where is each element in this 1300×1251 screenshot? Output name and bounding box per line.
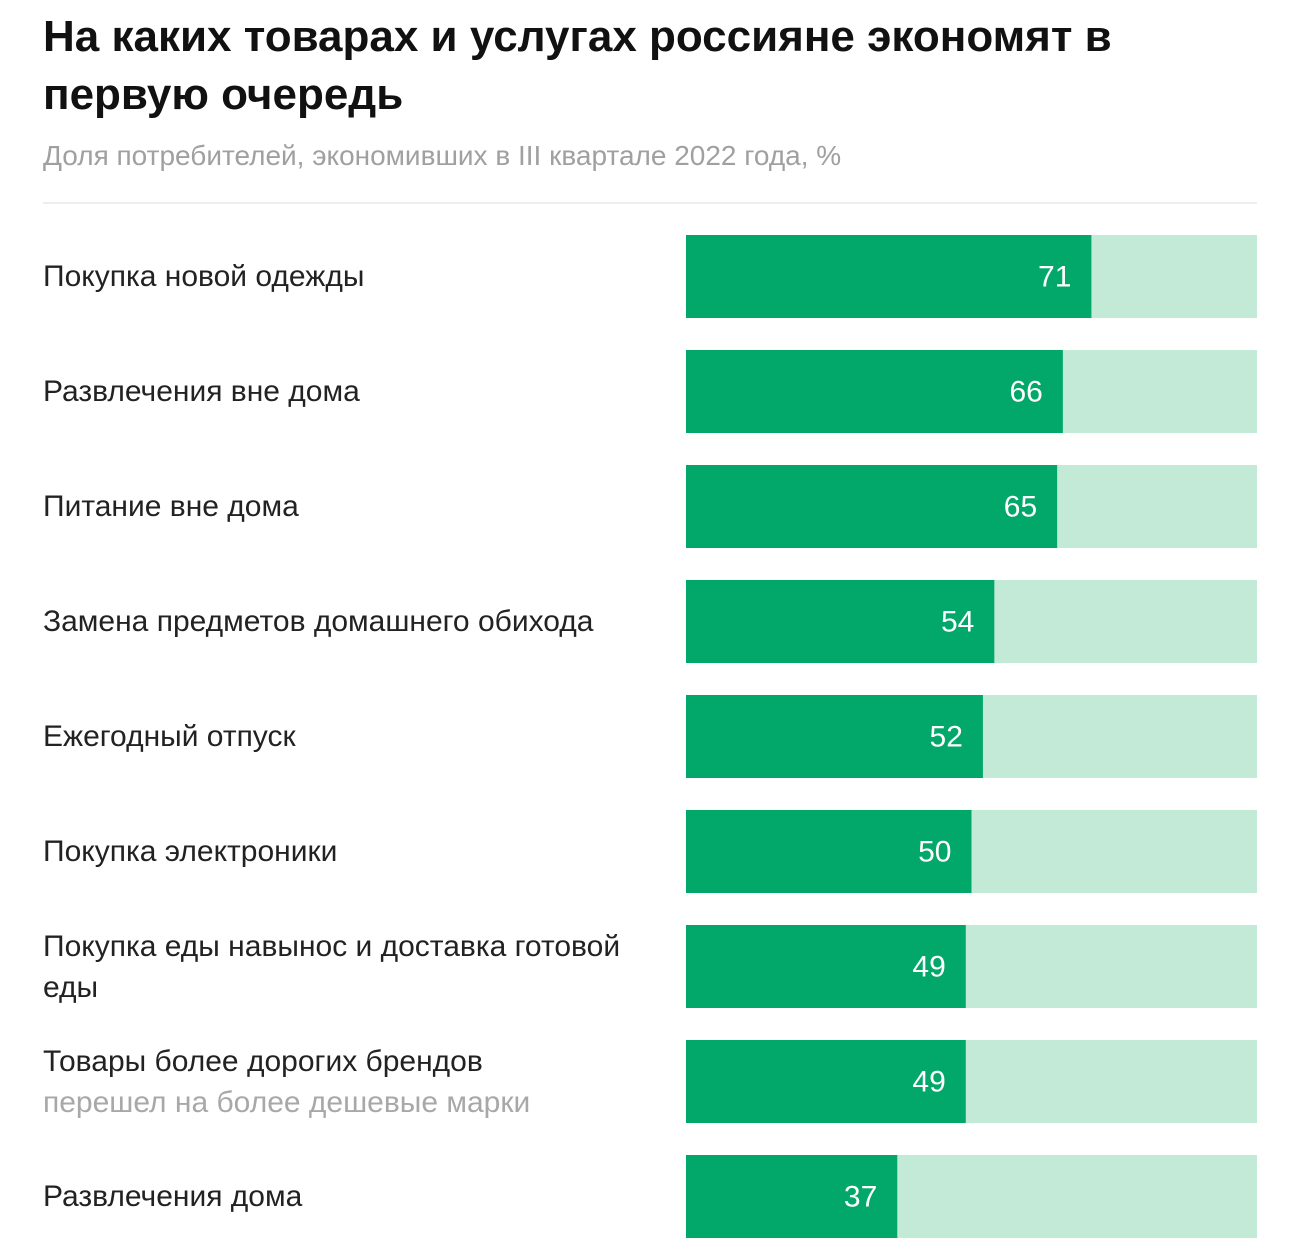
- category-label: Ежегодный отпуск: [43, 695, 623, 778]
- category-label: Товары более дорогих брендов перешел на б…: [43, 1040, 623, 1123]
- category-label: Покупка еды навынос и доставка готовой е…: [43, 925, 623, 1008]
- bar: [686, 580, 995, 663]
- bar: [686, 1040, 966, 1123]
- category-label: Развлечения дома: [43, 1155, 623, 1238]
- value-label: 65: [1004, 490, 1037, 523]
- category-name: Покупка электроники: [43, 835, 338, 868]
- category-name: Развлечения вне дома: [43, 375, 360, 408]
- category-name: Питание вне дома: [43, 490, 299, 523]
- category-label: Замена предметов домашнего обихода: [43, 580, 623, 663]
- category-name: Товары более дорогих брендов: [43, 1044, 483, 1078]
- category-name: Покупка еды навынос и доставка готовой е…: [43, 929, 621, 1004]
- chart-subtitle: Доля потребителей, экономивших в III ква…: [43, 140, 842, 171]
- bar: [686, 350, 1063, 433]
- value-label: 52: [930, 720, 963, 753]
- value-label: 49: [912, 1065, 945, 1098]
- category-name: Развлечения дома: [43, 1180, 303, 1213]
- category-label: Покупка электроники: [43, 810, 623, 893]
- category-note: перешел на более дешевые марки: [43, 1085, 531, 1119]
- value-label: 49: [912, 950, 945, 983]
- bar: [686, 465, 1058, 548]
- bar: [686, 235, 1092, 318]
- value-label: 50: [918, 835, 951, 868]
- bar: [686, 695, 983, 778]
- bar: [686, 1155, 898, 1238]
- value-label: 66: [1009, 375, 1042, 408]
- value-label: 71: [1038, 260, 1071, 293]
- category-label: Развлечения вне дома: [43, 350, 623, 433]
- separator: [43, 202, 1257, 204]
- value-label: 54: [941, 605, 974, 638]
- category-label: Покупка новой одежды: [43, 235, 623, 318]
- category-name: Замена предметов домашнего обихода: [43, 605, 594, 638]
- category-name: Покупка новой одежды: [43, 260, 365, 293]
- category-label: Питание вне дома: [43, 465, 623, 548]
- chart-title: На каких товарах и услугах россияне экон…: [43, 12, 1112, 119]
- value-label: 37: [844, 1180, 877, 1213]
- category-name: Ежегодный отпуск: [43, 720, 296, 753]
- bar: [686, 810, 972, 893]
- bar: [686, 925, 966, 1008]
